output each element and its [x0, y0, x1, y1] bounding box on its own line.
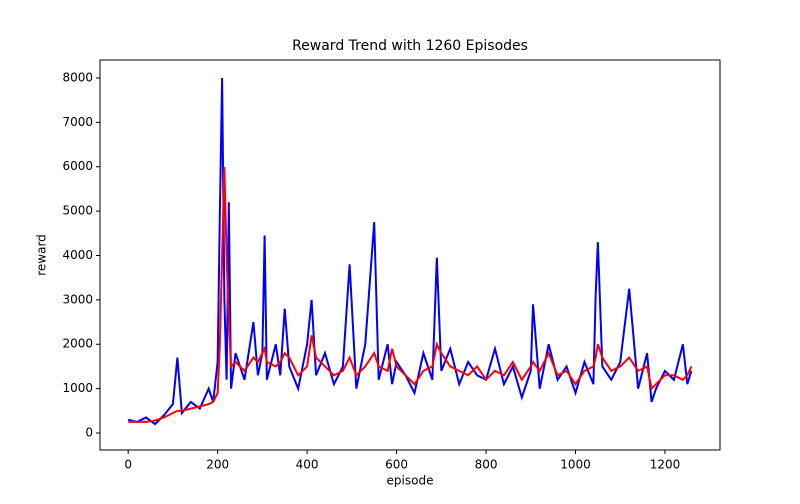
y-tick-label: 5000	[62, 204, 93, 218]
y-tick-label: 0	[85, 426, 93, 440]
x-tick-label: 400	[296, 458, 319, 472]
y-axis-label: reward	[35, 234, 49, 276]
y-tick-label: 4000	[62, 248, 93, 262]
y-tick-label: 3000	[62, 292, 93, 306]
x-tick-label: 600	[385, 458, 408, 472]
x-tick-label: 0	[124, 458, 132, 472]
plot-frame	[99, 59, 721, 451]
y-tick-label: 7000	[62, 115, 93, 129]
x-tick-label: 800	[475, 458, 498, 472]
y-tick-label: 2000	[62, 337, 93, 351]
y-tick-label: 6000	[62, 159, 93, 173]
x-tick-label: 200	[206, 458, 229, 472]
chart-title: Reward Trend with 1260 Episodes	[292, 38, 528, 54]
y-tick-label: 8000	[62, 70, 93, 84]
series-line	[127, 77, 693, 426]
series-line	[128, 166, 693, 423]
y-tick-label: 1000	[62, 381, 93, 395]
x-axis-label: episode	[387, 474, 434, 488]
x-tick-label: 1000	[560, 458, 591, 472]
x-tick-label: 1200	[650, 458, 681, 472]
